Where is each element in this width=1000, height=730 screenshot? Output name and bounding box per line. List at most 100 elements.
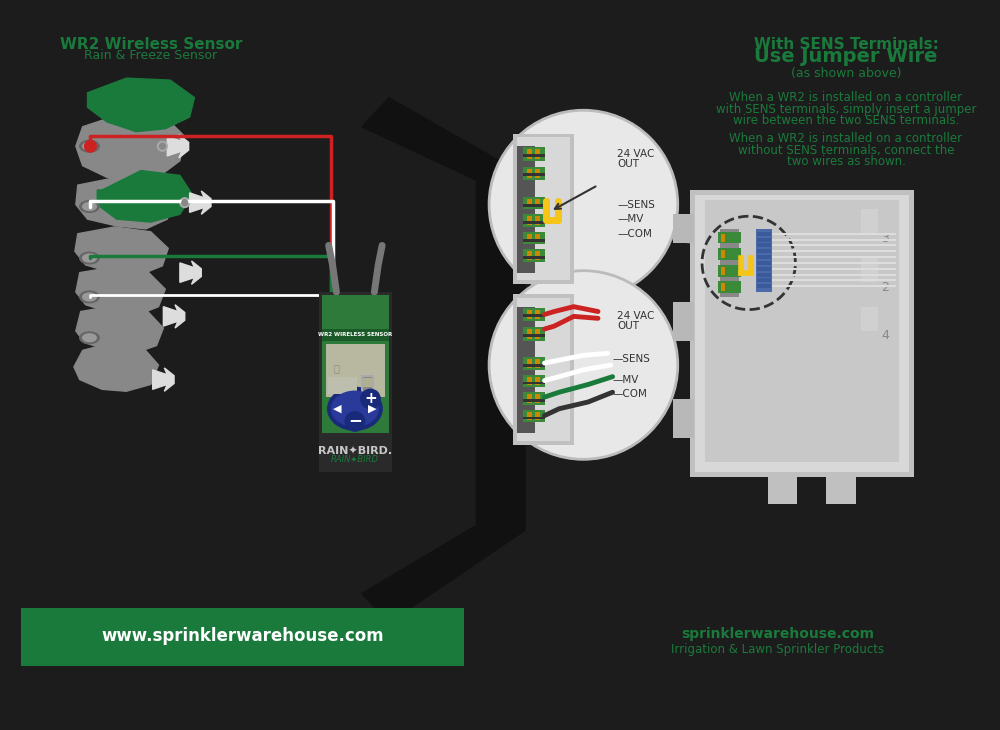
Bar bbox=[517, 146, 535, 272]
Bar bbox=[757, 261, 771, 265]
Bar bbox=[527, 234, 532, 242]
Ellipse shape bbox=[83, 334, 96, 342]
Ellipse shape bbox=[80, 140, 99, 152]
Bar bbox=[861, 210, 878, 234]
Bar bbox=[535, 216, 540, 225]
Bar bbox=[523, 410, 545, 423]
Text: RAIN✦BIRD: RAIN✦BIRD bbox=[331, 455, 379, 464]
Text: RAIN✦BIRD.: RAIN✦BIRD. bbox=[318, 445, 392, 456]
Bar bbox=[757, 238, 771, 242]
Bar bbox=[721, 283, 725, 291]
Bar bbox=[328, 377, 357, 394]
Text: 4: 4 bbox=[881, 329, 889, 342]
Text: —MV: —MV bbox=[617, 214, 644, 224]
Bar bbox=[517, 137, 570, 280]
Ellipse shape bbox=[83, 203, 96, 210]
Bar bbox=[535, 377, 540, 385]
Text: wire between the two SENS terminals.: wire between the two SENS terminals. bbox=[733, 115, 959, 128]
Bar bbox=[757, 272, 771, 277]
Bar bbox=[319, 292, 392, 472]
Bar bbox=[757, 249, 771, 253]
Bar bbox=[523, 357, 545, 370]
Bar bbox=[19, 49, 953, 672]
Polygon shape bbox=[97, 171, 193, 222]
Text: —SENS: —SENS bbox=[617, 199, 655, 210]
Bar bbox=[527, 199, 532, 207]
Ellipse shape bbox=[83, 142, 96, 150]
Bar bbox=[535, 234, 540, 242]
Bar bbox=[523, 147, 545, 161]
Bar bbox=[523, 166, 545, 180]
Text: −: − bbox=[348, 412, 362, 429]
Bar bbox=[718, 281, 741, 293]
Text: 24 VAC: 24 VAC bbox=[617, 149, 655, 159]
Text: with SENS terminals, simply insert a jumper: with SENS terminals, simply insert a jum… bbox=[716, 103, 976, 116]
Bar bbox=[363, 377, 372, 388]
Text: —COM: —COM bbox=[617, 228, 652, 239]
Bar bbox=[535, 149, 540, 159]
Ellipse shape bbox=[80, 201, 99, 212]
Text: ▶: ▶ bbox=[368, 404, 377, 414]
Bar bbox=[768, 473, 797, 504]
Bar bbox=[757, 278, 771, 283]
Circle shape bbox=[489, 110, 678, 299]
Bar bbox=[861, 307, 878, 331]
Bar bbox=[690, 190, 914, 477]
Text: WR2 WIRELESS SENSOR: WR2 WIRELESS SENSOR bbox=[318, 332, 392, 337]
Bar bbox=[523, 232, 545, 245]
Bar bbox=[535, 310, 540, 319]
Bar bbox=[861, 258, 878, 283]
Text: +: + bbox=[364, 391, 377, 406]
Bar bbox=[527, 329, 532, 339]
Text: WR2 Wireless Sensor: WR2 Wireless Sensor bbox=[60, 36, 242, 52]
Text: www.sprinklerwarehouse.com: www.sprinklerwarehouse.com bbox=[102, 627, 384, 645]
Bar bbox=[523, 315, 545, 318]
Text: 3: 3 bbox=[881, 232, 889, 245]
Circle shape bbox=[361, 389, 380, 409]
Bar bbox=[523, 382, 545, 385]
Bar bbox=[523, 307, 545, 321]
Ellipse shape bbox=[332, 391, 378, 426]
Polygon shape bbox=[362, 98, 525, 623]
Text: Use Jumper Wire: Use Jumper Wire bbox=[754, 47, 938, 66]
Text: two wires as shown.: two wires as shown. bbox=[787, 155, 905, 169]
Bar bbox=[517, 307, 535, 433]
Ellipse shape bbox=[80, 252, 99, 264]
Bar bbox=[826, 473, 856, 504]
Text: OUT: OUT bbox=[617, 158, 639, 169]
Ellipse shape bbox=[83, 254, 96, 262]
Bar bbox=[523, 249, 545, 262]
Ellipse shape bbox=[80, 291, 99, 303]
Polygon shape bbox=[167, 134, 189, 158]
Polygon shape bbox=[74, 342, 158, 391]
Bar bbox=[535, 412, 540, 420]
Bar bbox=[695, 195, 909, 472]
Bar bbox=[720, 229, 739, 297]
Bar bbox=[523, 334, 545, 337]
Ellipse shape bbox=[80, 332, 99, 344]
Text: —COM: —COM bbox=[613, 389, 647, 399]
Bar bbox=[718, 248, 741, 260]
Text: When a WR2 is installed on a controller: When a WR2 is installed on a controller bbox=[729, 132, 963, 145]
Bar bbox=[523, 221, 545, 224]
Bar bbox=[513, 294, 574, 445]
Polygon shape bbox=[76, 266, 165, 315]
Text: When a WR2 is installed on a controller: When a WR2 is installed on a controller bbox=[729, 91, 963, 104]
Bar bbox=[517, 298, 570, 441]
Bar bbox=[527, 377, 532, 385]
Bar bbox=[527, 394, 532, 403]
Bar bbox=[756, 229, 772, 292]
Bar bbox=[718, 232, 741, 244]
Bar bbox=[523, 256, 545, 259]
Polygon shape bbox=[163, 304, 185, 328]
Bar bbox=[21, 608, 464, 666]
Text: without SENS terminals, connect the: without SENS terminals, connect the bbox=[738, 144, 954, 157]
Bar bbox=[673, 215, 694, 244]
Bar bbox=[721, 266, 725, 274]
Text: Rain & Freeze Sensor: Rain & Freeze Sensor bbox=[84, 50, 217, 62]
Bar bbox=[535, 199, 540, 207]
Circle shape bbox=[85, 140, 96, 152]
Bar bbox=[523, 327, 545, 341]
Polygon shape bbox=[180, 261, 201, 284]
Circle shape bbox=[158, 142, 167, 151]
